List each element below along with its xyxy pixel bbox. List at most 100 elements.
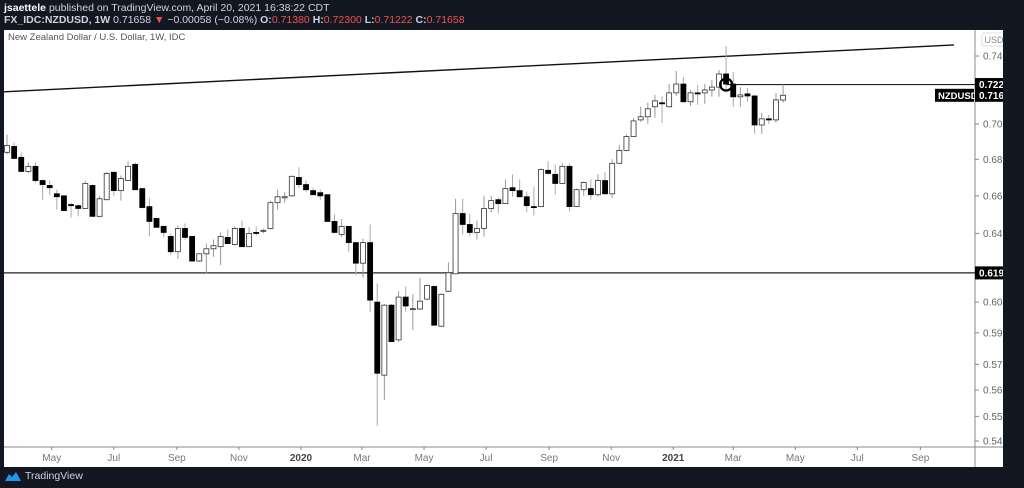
candle-body-down — [367, 242, 374, 301]
candle-body-down — [523, 196, 530, 207]
candle — [687, 89, 694, 106]
currency-label: USD — [984, 35, 1003, 45]
candle-body-up — [125, 165, 131, 181]
candle-body-down — [53, 193, 60, 198]
candle — [18, 152, 25, 173]
candle — [103, 171, 110, 201]
candle-body-up — [417, 300, 423, 310]
candle — [523, 191, 530, 213]
candle-body-down — [303, 184, 309, 191]
candle-body-up — [687, 92, 694, 103]
price-tick-label: 0.64000 — [983, 229, 1003, 240]
candle-body-up — [445, 272, 452, 292]
candle — [267, 200, 274, 230]
time-tick-label: Mar — [353, 453, 371, 464]
candle-body-up — [174, 228, 181, 253]
candle-body-up — [424, 285, 430, 300]
publish-text: published on TradingView.com, April 20, … — [48, 2, 330, 14]
candle-body-down — [153, 218, 160, 228]
candle-body-down — [182, 228, 188, 238]
candle-body-up — [274, 196, 281, 204]
candle-body-down — [388, 304, 395, 342]
candle-body-up — [409, 308, 416, 311]
candle-body-down — [459, 213, 466, 225]
candle — [331, 214, 338, 234]
candle — [388, 304, 395, 342]
candle-body-down — [46, 185, 53, 189]
candle-body-up — [538, 169, 544, 207]
candle — [39, 179, 46, 200]
candle — [367, 224, 374, 312]
candle-body-up — [595, 180, 601, 196]
open-value: 0.71380 — [271, 14, 310, 26]
candle — [644, 102, 651, 124]
time-tick-label: 2020 — [290, 453, 313, 464]
candle-body-down — [730, 83, 737, 98]
candle — [737, 87, 744, 107]
candle — [381, 304, 388, 400]
author-name[interactable]: jsaettele — [4, 2, 47, 14]
candle — [324, 194, 331, 223]
candle — [552, 164, 559, 195]
candle — [773, 92, 779, 123]
time-tick-label: Sep — [911, 453, 929, 464]
candle-body-down — [139, 188, 146, 208]
candle — [466, 213, 473, 237]
candle-body-down — [32, 165, 39, 181]
price-tick-label: 0.59000 — [983, 328, 1003, 339]
candle — [402, 286, 409, 312]
candle-body-down — [167, 236, 174, 253]
candle — [189, 236, 196, 262]
candle-body-up — [637, 116, 644, 121]
candle-body-down — [765, 118, 772, 121]
time-tick-label: May — [42, 453, 61, 464]
candle-body-down — [132, 163, 139, 191]
high-label: H: — [312, 14, 324, 26]
price-tick-label: 0.68000 — [983, 155, 1003, 166]
time-tick-label: Jul — [107, 453, 120, 464]
candle-body-down — [744, 93, 751, 97]
candle — [452, 198, 459, 275]
candle-body-up — [630, 120, 637, 137]
time-tick-label: Nov — [230, 453, 248, 464]
chart-panel[interactable]: USD 0.74000 0.70000 0.68000 0.66000 0.64000 0.… — [4, 30, 1003, 467]
candle — [352, 242, 359, 275]
candle-body-down — [75, 205, 82, 209]
candlestick-chart[interactable]: USD 0.74000 0.70000 0.68000 0.66000 0.64000 0.… — [4, 30, 1003, 467]
candle-body-down — [659, 102, 665, 105]
candle — [666, 84, 673, 108]
candle — [167, 233, 174, 255]
price-change: −0.00058 (−0.08%) — [167, 14, 258, 26]
candle — [11, 142, 18, 160]
candle — [61, 195, 67, 212]
symbol-tag — [935, 88, 974, 102]
candle — [559, 163, 566, 185]
time-tick-label: May — [415, 453, 434, 464]
candle — [417, 277, 423, 310]
candle-body-up — [474, 228, 480, 233]
currency-box — [981, 32, 1003, 47]
candle-body-up — [623, 136, 630, 151]
candle-body-up — [481, 208, 487, 229]
candle — [509, 174, 516, 197]
candle-body-down — [146, 206, 153, 222]
candle — [474, 220, 480, 240]
candle-body-down — [402, 296, 409, 307]
candle — [196, 253, 203, 263]
candle — [132, 162, 139, 191]
last-price-tag — [975, 88, 1003, 102]
candle-body-down — [509, 187, 516, 192]
candle-body-up — [4, 144, 10, 153]
candle — [174, 225, 181, 259]
candle — [260, 228, 267, 234]
level-price-tag — [975, 266, 1003, 280]
candle-body-up — [96, 198, 103, 217]
circle-marker — [719, 77, 734, 92]
price-tick-label: 0.60500 — [983, 298, 1003, 309]
candle — [616, 145, 623, 164]
price-tick-label: 0.57500 — [983, 360, 1003, 371]
open-label: O: — [260, 14, 272, 26]
time-tick-label: Sep — [540, 453, 558, 464]
candle — [424, 284, 430, 301]
candle — [296, 167, 302, 188]
